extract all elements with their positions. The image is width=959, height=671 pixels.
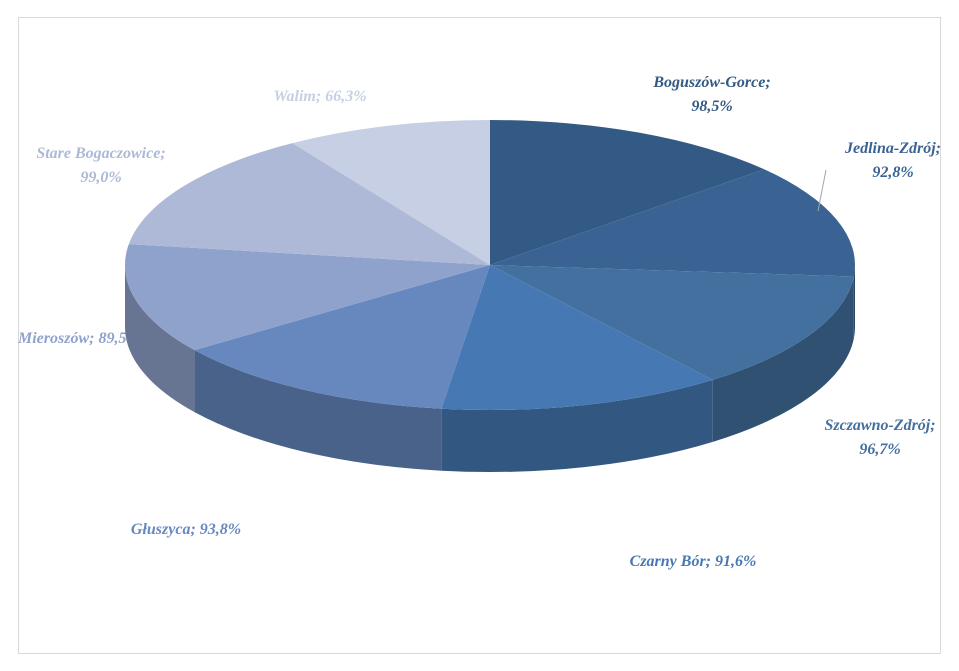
data-label: Czarny Bór; 91,6% [630, 553, 757, 570]
slice [194, 265, 490, 409]
slice-side [441, 379, 713, 472]
data-label: Boguszów-Gorce; 98,5% [652, 74, 770, 115]
slice [490, 169, 855, 277]
slice [292, 120, 490, 265]
leader-line [817, 169, 827, 212]
slice [125, 244, 490, 351]
slice [490, 265, 854, 380]
data-label: Jedlina-Zdrój; 92,8% [844, 140, 941, 181]
slice-side [712, 276, 854, 442]
slice-side [853, 265, 855, 339]
data-label: Szczawno-Zdrój; 96,7% [824, 417, 935, 458]
slice [128, 143, 490, 265]
data-label: Mieroszów; 89,5% [17, 330, 140, 347]
slice [490, 120, 765, 265]
data-label: Walim; 66,3% [273, 88, 366, 105]
slice [441, 265, 713, 410]
slice-side [125, 265, 195, 413]
slice-side [194, 350, 442, 471]
data-label: Stare Bogaczowice; 99,0% [36, 145, 165, 186]
data-label: Głuszyca; 93,8% [131, 521, 241, 538]
